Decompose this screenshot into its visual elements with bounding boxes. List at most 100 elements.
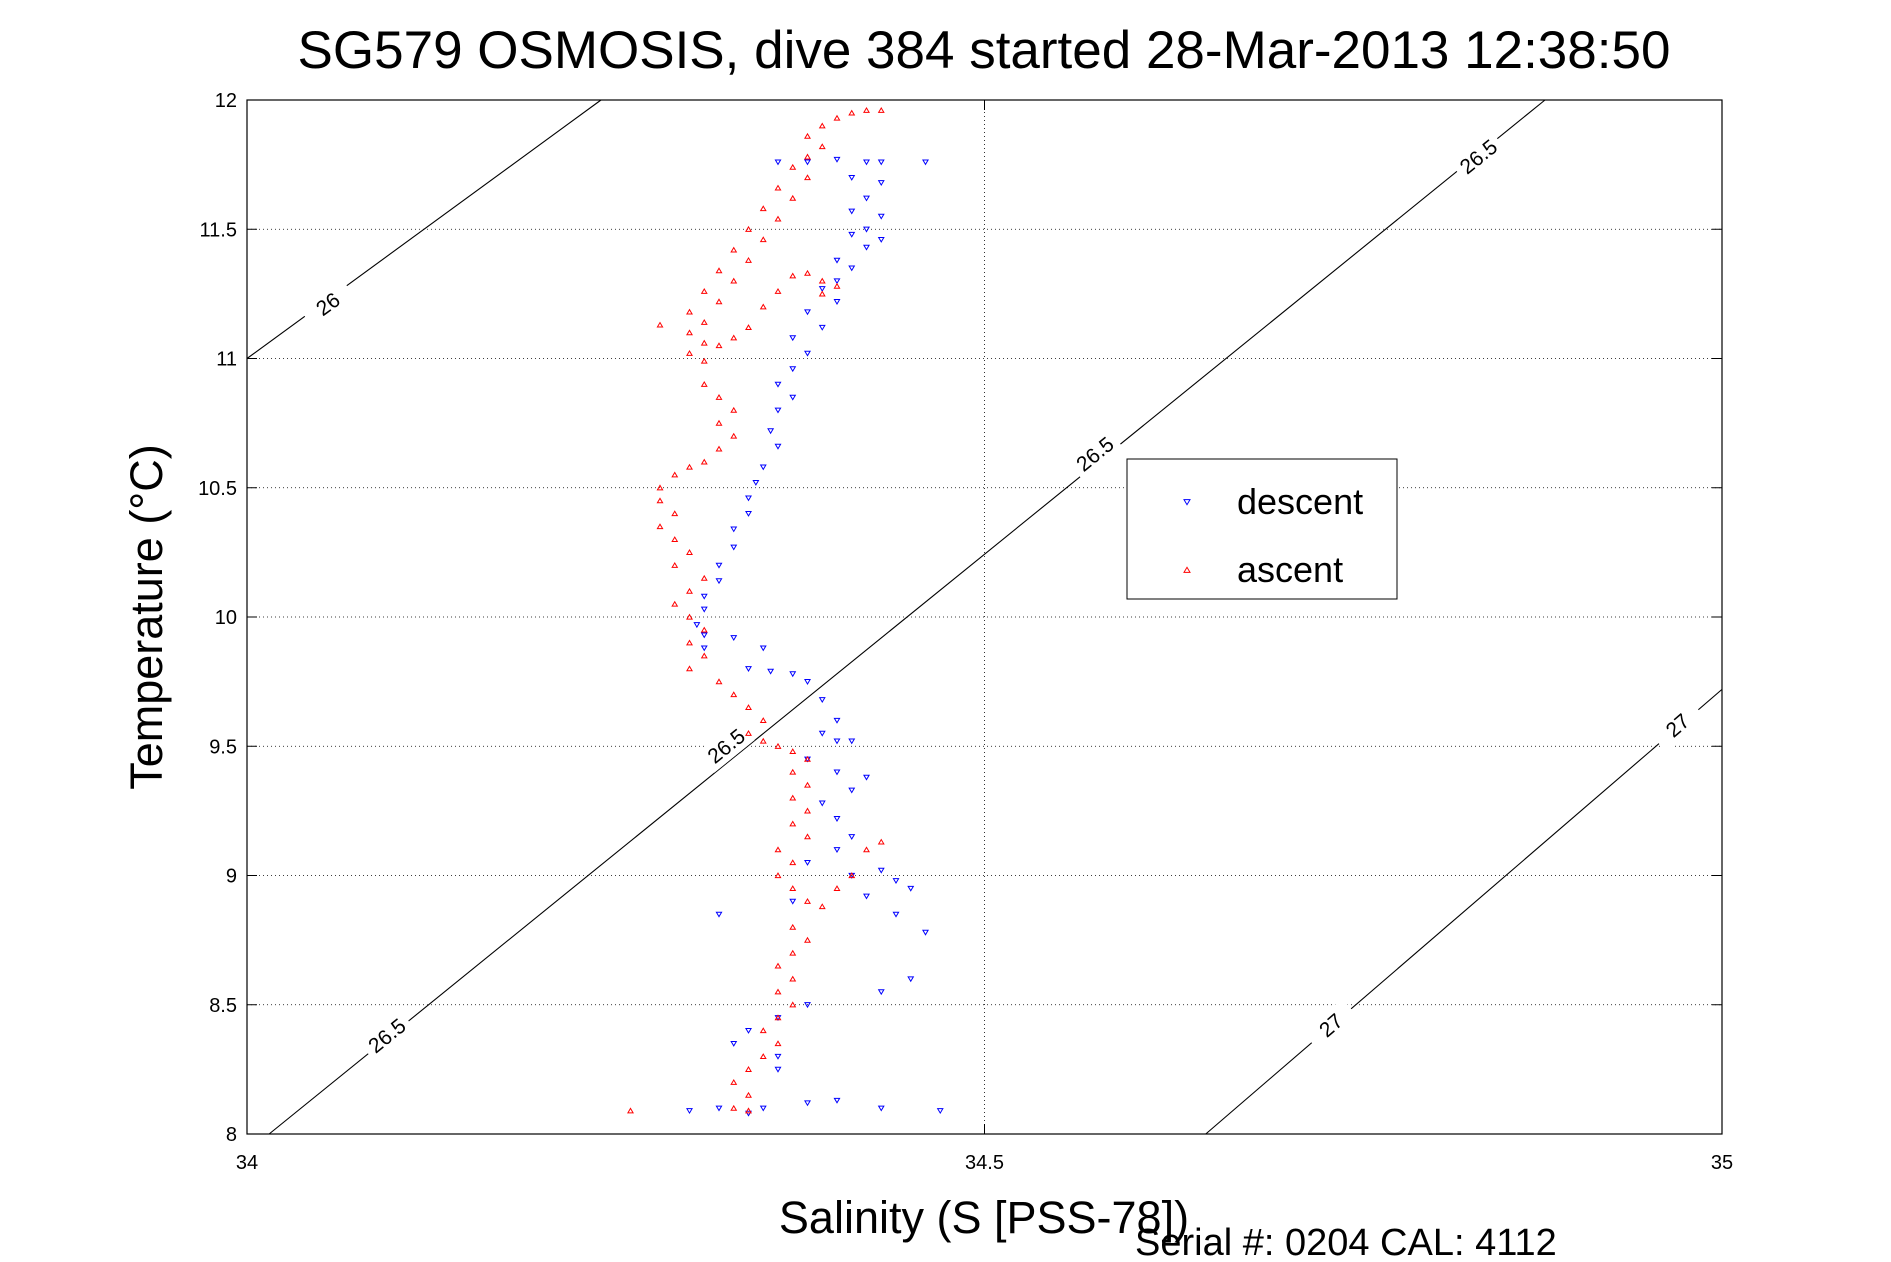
descent-point bbox=[804, 350, 811, 357]
descent-point bbox=[715, 1105, 723, 1112]
ascent-point bbox=[686, 587, 693, 594]
ascent-point bbox=[730, 691, 738, 698]
descent-point bbox=[863, 226, 870, 233]
ascent-point bbox=[671, 536, 679, 543]
descent-point bbox=[863, 244, 870, 251]
ascent-point bbox=[833, 114, 841, 121]
descent-point bbox=[936, 1108, 944, 1115]
ascent-point bbox=[715, 393, 723, 400]
descent-point bbox=[752, 480, 760, 486]
descent-point bbox=[833, 1097, 841, 1104]
descent-point bbox=[789, 335, 797, 342]
ascent-point bbox=[789, 748, 797, 754]
descent-point bbox=[833, 257, 841, 264]
ascent-point bbox=[730, 334, 738, 341]
ascent-point bbox=[686, 350, 693, 356]
ascent-point bbox=[804, 936, 811, 943]
chart-title: SG579 OSMOSIS, dive 384 started 28-Mar-2… bbox=[298, 21, 1671, 80]
ascent-point bbox=[789, 163, 797, 170]
ascent-point bbox=[686, 639, 693, 646]
ascent-point bbox=[700, 458, 708, 465]
legend-label-ascent: ascent bbox=[1237, 549, 1343, 590]
ascent-point bbox=[686, 613, 693, 620]
ascent-point bbox=[627, 1107, 634, 1114]
ascent-point bbox=[774, 846, 782, 853]
descent-point bbox=[833, 278, 841, 285]
ascent-point bbox=[715, 445, 723, 452]
y-tick-label: 12 bbox=[215, 90, 237, 112]
descent-point bbox=[774, 1066, 782, 1073]
ascent-point bbox=[789, 885, 797, 892]
legend-box bbox=[1126, 458, 1398, 600]
descent-point bbox=[745, 1028, 752, 1034]
legend: descent ascent bbox=[1126, 458, 1398, 600]
ascent-point bbox=[730, 1104, 738, 1111]
ascent-point bbox=[745, 324, 752, 331]
ascent-point bbox=[730, 406, 738, 413]
y-tick-label: 9.5 bbox=[209, 736, 237, 758]
descent-point bbox=[774, 159, 782, 166]
descent-point bbox=[774, 443, 782, 450]
ascent-point bbox=[715, 267, 723, 274]
ascent-point bbox=[789, 859, 797, 866]
ascent-point bbox=[759, 1027, 767, 1034]
descent-point bbox=[818, 324, 826, 331]
ascent-point bbox=[686, 329, 693, 336]
contour-label-bg bbox=[1450, 130, 1508, 184]
ascent-point bbox=[700, 381, 708, 387]
descent-point bbox=[877, 159, 885, 166]
descent-point bbox=[730, 526, 738, 533]
contour-label-bg bbox=[358, 1009, 416, 1063]
ascent-point bbox=[686, 308, 693, 315]
ascent-point bbox=[759, 1053, 767, 1060]
ascent-point bbox=[804, 898, 811, 904]
ascent-point bbox=[774, 872, 782, 879]
descent-point bbox=[804, 309, 811, 316]
y-tick-label: 9 bbox=[226, 866, 237, 888]
descent-point bbox=[848, 787, 856, 794]
ascent-point bbox=[730, 1078, 738, 1085]
descent-point bbox=[922, 929, 929, 936]
descent-point bbox=[833, 299, 841, 305]
ascent-point bbox=[759, 717, 767, 723]
ascent-point bbox=[745, 1091, 752, 1098]
ascent-point bbox=[877, 107, 885, 113]
descent-point bbox=[804, 679, 811, 685]
ascent-point bbox=[774, 742, 782, 749]
descent-point bbox=[789, 671, 797, 678]
descent-point bbox=[789, 366, 797, 373]
x-tick-label: 34 bbox=[236, 1152, 258, 1174]
descent-point bbox=[730, 1040, 738, 1047]
descent-point bbox=[730, 544, 738, 551]
ascent-point bbox=[789, 949, 797, 956]
ascent-point bbox=[833, 885, 841, 892]
descent-point bbox=[774, 1053, 782, 1060]
ascent-point bbox=[833, 282, 841, 289]
descent-point bbox=[804, 159, 811, 166]
ascent-point bbox=[804, 781, 811, 788]
ascent-point bbox=[789, 975, 797, 982]
ascent-point bbox=[745, 225, 752, 232]
ascent-point bbox=[671, 510, 679, 517]
descent-point bbox=[774, 381, 782, 388]
ascent-point bbox=[804, 153, 811, 160]
ascent-point bbox=[700, 357, 708, 364]
ascent-point bbox=[759, 236, 767, 243]
ascent-point bbox=[774, 215, 782, 222]
ascent-point bbox=[818, 277, 826, 284]
ascent-point bbox=[804, 755, 811, 762]
ascent-point bbox=[789, 194, 797, 201]
ascent-point bbox=[730, 277, 738, 284]
ascent-point bbox=[774, 988, 782, 995]
descent-point bbox=[759, 464, 767, 471]
ascent-point bbox=[789, 923, 797, 930]
contour-line-26.5 bbox=[268, 99, 1546, 1135]
y-tick-label: 11 bbox=[216, 349, 237, 371]
descent-point bbox=[804, 859, 811, 866]
descent-point bbox=[877, 237, 885, 243]
descent-point bbox=[818, 730, 826, 737]
ascent-point bbox=[656, 321, 664, 328]
ascent-point bbox=[774, 962, 782, 969]
